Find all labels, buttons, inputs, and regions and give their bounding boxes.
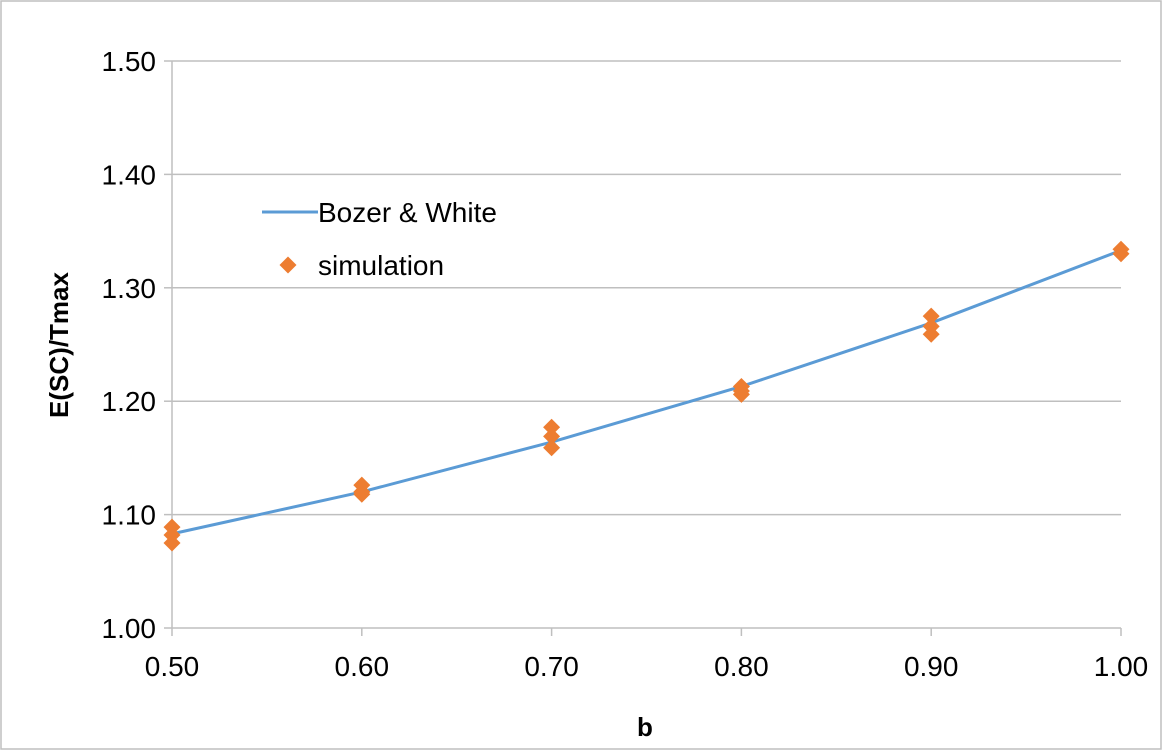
legend-diamond-swatch [279, 256, 297, 274]
x-tick-label: 0.70 [524, 651, 579, 682]
x-tick-label: 0.90 [904, 651, 959, 682]
simulation-point [353, 476, 371, 494]
simulation-point [922, 307, 940, 325]
series-line-bozer-white [171, 248, 1122, 536]
y-tick-label: 1.30 [102, 273, 157, 304]
y-tick-label: 1.20 [102, 386, 157, 417]
simulation-point [543, 427, 561, 445]
x-tick-label: 0.60 [335, 651, 390, 682]
simulation-point [1112, 240, 1130, 258]
x-tick-label: 0.80 [714, 651, 769, 682]
y-tick-label: 1.10 [102, 500, 157, 531]
y-tick-label: 1.50 [102, 46, 157, 77]
simulation-point [543, 439, 561, 457]
y-tick-label: 1.00 [102, 613, 157, 644]
x-axis-label: b [637, 712, 653, 742]
simulation-point [922, 317, 940, 335]
legend-label-bozer-white: Bozer & White [318, 197, 497, 228]
simulation-point [732, 377, 750, 395]
x-tick-label: 1.00 [1094, 651, 1149, 682]
y-tick-label: 1.40 [102, 159, 157, 190]
y-axis-label: E(SC)/Tmax [44, 272, 74, 418]
simulation-point [543, 418, 561, 436]
simulation-point [163, 518, 181, 536]
x-tick-label: 0.50 [145, 651, 200, 682]
legend-label-simulation: simulation [318, 250, 444, 281]
